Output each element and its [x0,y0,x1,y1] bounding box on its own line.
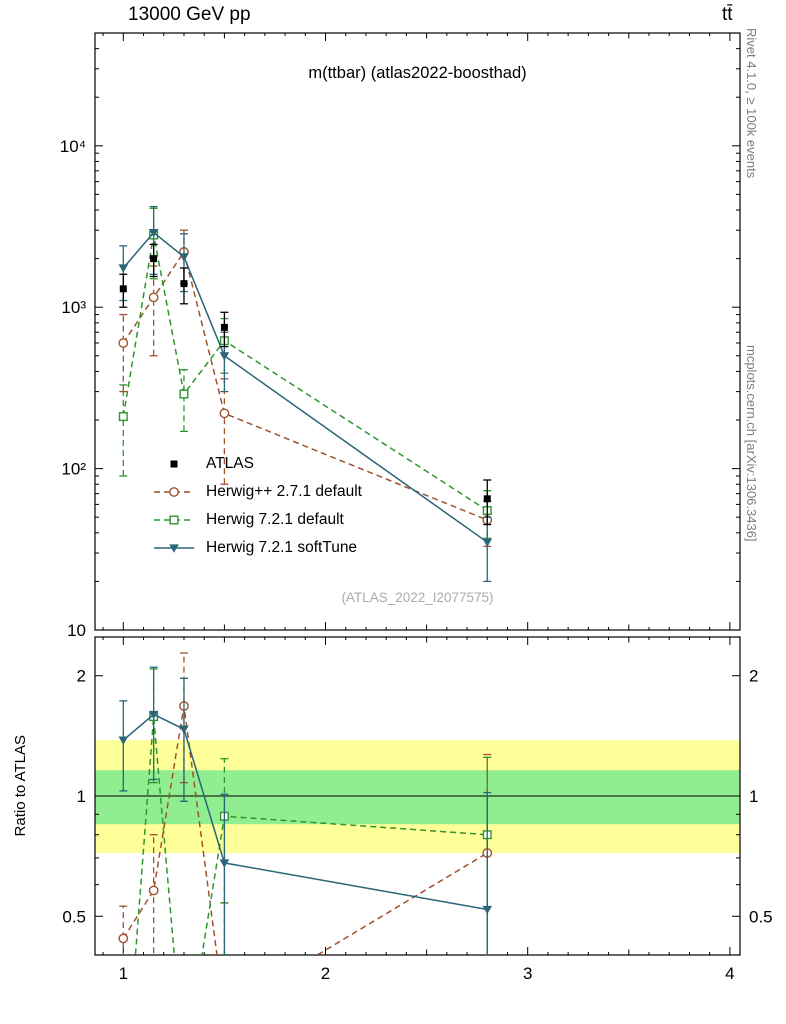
svg-text:0.5: 0.5 [62,907,86,926]
ratio-axis-title: Ratio to ATLAS [12,735,29,837]
square-marker-icon [170,460,178,468]
beam-energy-title: 13000 GeV pp [128,4,251,25]
svg-text:3: 3 [523,964,532,983]
x-tick-labels: 1 2 3 4 [119,964,735,983]
ratio-panel: 0.5 0.5 1 1 2 2 1 2 3 4 [62,636,773,1015]
circle-marker-icon [118,338,129,348]
main-series [118,205,493,583]
triangle-down-marker-icon [482,905,493,915]
square-marker-icon [118,412,128,422]
circle-marker-icon [220,1007,228,1015]
ratio-axis-ticks [95,637,740,955]
svg-text:4: 4 [725,964,734,983]
mcplots-credit-label: mcplots.cern.ch [arXiv:1306.3436] [744,345,759,542]
triangle-down-marker-icon [148,228,159,238]
circle-marker-icon [148,292,159,303]
triangle-down-marker-icon [179,725,189,734]
triangle-down-marker-icon [118,264,129,273]
legend-marker-icon [154,544,194,553]
svg-text:1: 1 [749,787,758,806]
triangle-down-marker-icon [169,544,179,553]
triangle-down-marker-icon [148,710,159,720]
svg-text:10: 10 [67,621,86,640]
svg-text:10⁴: 10⁴ [60,137,86,156]
legend-item-atlas: ATLAS [152,450,362,478]
legend-label: Herwig 7.2.1 default [206,511,344,528]
legend-item-herwig-7-2-1-default: Herwig 7.2.1 default [152,506,362,534]
square-marker-icon [150,255,158,263]
legend: ATLAS Herwig++ 2.7.1 default Herwig 7.2.1 … [152,450,362,562]
triangle-down-marker-icon [219,859,230,868]
circle-marker-icon [148,885,159,896]
main-panel: 10 10² 10³ 10⁴ [60,32,741,640]
svg-text:0.5: 0.5 [749,907,773,926]
uncertainty-band-1 [95,770,740,825]
series-atlas [119,243,492,526]
svg-text:1: 1 [77,787,86,806]
main-axis-ticks [95,33,740,631]
main-frame [94,32,741,631]
circle-marker-icon [169,487,179,497]
svg-text:2: 2 [321,964,330,983]
square-marker-icon [220,323,228,331]
triangle-down-marker-icon [219,352,230,361]
series-herwig-7-2-1-softtune [118,666,493,955]
triangle-down-marker-icon [482,538,493,547]
square-marker-icon [179,389,189,399]
legend-label: Herwig++ 2.7.1 default [206,483,362,500]
circle-marker-icon [219,408,230,419]
legend-item-herwig-7-2-1-softtune: Herwig 7.2.1 softTune [152,534,362,562]
legend-marker-icon [154,487,194,497]
legend-marker-icon [170,460,178,468]
svg-text:2: 2 [77,667,86,686]
plot-title: m(ttbar) (atlas2022-boosthad) [308,64,527,82]
square-marker-icon [119,285,127,293]
main-y-tick-labels: 10 10² 10³ 10⁴ [60,137,87,640]
ratio-series [118,652,493,1015]
triangle-down-marker-icon [118,736,129,745]
circle-marker-icon [118,933,129,944]
legend-item-herwig-2-7-1-default: Herwig++ 2.7.1 default [152,478,362,506]
svg-text:2: 2 [749,667,758,686]
triangle-down-marker-icon [179,253,189,262]
svg-text:1: 1 [119,964,128,983]
square-marker-icon [169,515,179,525]
legend-label: Herwig 7.2.1 softTune [206,539,358,556]
square-marker-icon [180,280,188,288]
ratio-y-tick-labels: 0.5 0.5 1 1 2 2 [62,667,772,927]
rivet-version-label: Rivet 4.1.0, ≥ 100k events [744,28,759,179]
legend-marker-icon [154,515,194,525]
svg-text:10²: 10² [61,460,86,479]
process-title: tt̄ [722,4,733,25]
analysis-watermark: (ATLAS_2022_I2077575) [341,590,494,605]
svg-text:10³: 10³ [61,298,86,317]
square-marker-icon [483,495,491,503]
legend-label: ATLAS [206,455,254,472]
